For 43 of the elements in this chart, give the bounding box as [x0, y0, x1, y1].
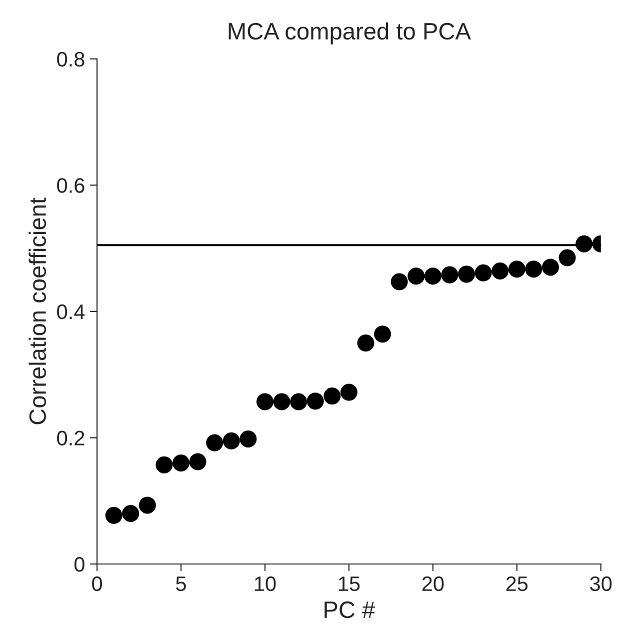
- point: [306, 392, 324, 410]
- point: [172, 454, 190, 472]
- point: [122, 504, 140, 522]
- y-tick-label: 0.6: [57, 178, 84, 193]
- point: [240, 430, 257, 448]
- point: [458, 266, 476, 283]
- x-tick-label: 15: [338, 576, 360, 592]
- x-tick-label: 10: [254, 576, 276, 592]
- point: [525, 260, 542, 278]
- point: [408, 268, 425, 285]
- point: [273, 393, 290, 410]
- point: [474, 264, 492, 282]
- point: [189, 453, 206, 470]
- x-tick-label: 30: [590, 576, 612, 592]
- y-axis-title: Correlation coefficient: [28, 198, 46, 424]
- point: [105, 506, 122, 524]
- y-tick-label: 0.2: [57, 430, 84, 446]
- point: [390, 273, 408, 290]
- x-tick-label: 20: [422, 576, 444, 592]
- point: [424, 268, 442, 285]
- y-tick-label: 0: [74, 557, 84, 572]
- point: [156, 456, 173, 474]
- x-tick-label: 0: [92, 576, 102, 592]
- y-tick-label: 0.8: [57, 52, 84, 67]
- point: [492, 262, 509, 280]
- point: [138, 496, 156, 514]
- x-tick-label: 5: [176, 576, 186, 592]
- point: [206, 434, 224, 452]
- point: [558, 249, 576, 266]
- point: [508, 260, 526, 278]
- point: [357, 334, 374, 352]
- point: [256, 393, 274, 410]
- chart-title: MCA compared to PCA: [228, 22, 471, 44]
- point: [324, 388, 341, 405]
- x-tick-label: 25: [506, 576, 528, 592]
- point: [290, 393, 308, 410]
- point: [340, 384, 358, 401]
- x-axis-title: PC #: [324, 601, 376, 618]
- point: [374, 326, 392, 343]
- point: [542, 258, 559, 276]
- y-tick-label: 0.4: [57, 304, 85, 320]
- point: [222, 432, 240, 450]
- point: [441, 266, 458, 284]
